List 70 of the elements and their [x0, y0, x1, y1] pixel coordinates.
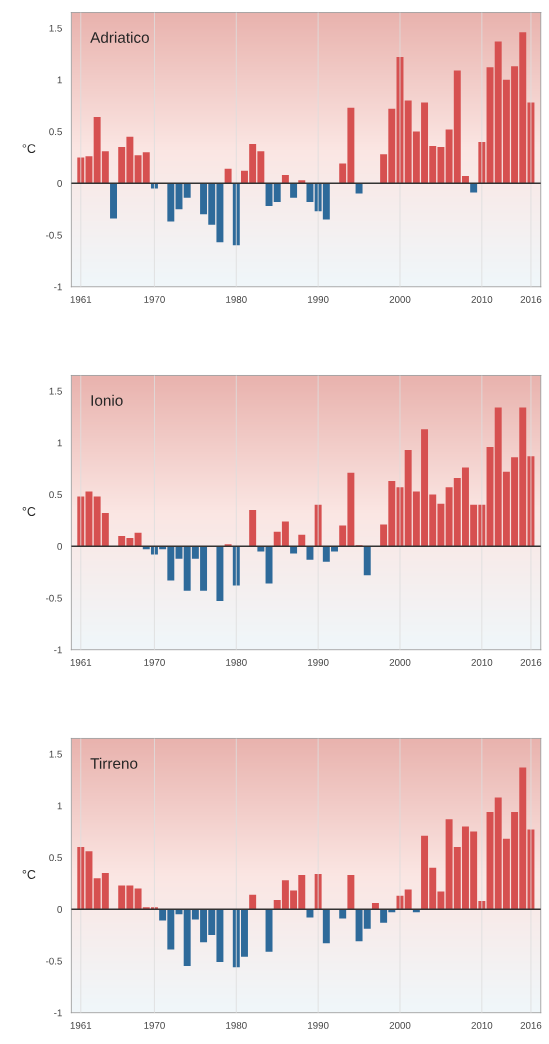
y-axis-title: °C: [22, 870, 36, 879]
y-tick-label: -0.5: [46, 231, 62, 239]
x-tick-label: 1961: [70, 659, 92, 666]
x-tick-label: 1980: [226, 659, 247, 666]
bar: [290, 183, 298, 198]
x-tick-label: 1970: [144, 296, 165, 303]
y-tick-label: 1: [57, 439, 62, 447]
bar: [347, 875, 355, 910]
y-tick-label: -1: [54, 646, 62, 654]
bar: [134, 532, 142, 547]
text: Tirreno: [90, 757, 138, 769]
y-tick-label: -1: [54, 1009, 62, 1017]
x-tick-label: 1970: [144, 1021, 165, 1029]
x-tick-label: 1980: [226, 296, 247, 303]
bar: [265, 546, 273, 584]
y-tick-label: -1: [54, 283, 62, 291]
x-tick-label: 1961: [70, 296, 92, 303]
x-tick-label: 2016: [520, 659, 542, 666]
y-tick-label: 1: [57, 76, 62, 84]
x-tick-label: 2000: [389, 296, 411, 303]
x-tick-label: 2010: [471, 1021, 493, 1029]
x-tick-label: 1990: [308, 296, 329, 303]
y-tick-label: 0: [57, 905, 62, 913]
y-tick-label: 1.5: [49, 387, 62, 395]
bar: [298, 180, 306, 184]
bar: [224, 168, 232, 184]
y-tick-label: 1.5: [49, 24, 62, 32]
y-tick-label: 1: [57, 802, 62, 810]
bar: [281, 174, 289, 184]
bar: [322, 909, 330, 944]
x-tick-label: 2010: [471, 296, 493, 303]
y-tick-label: 0.5: [49, 854, 62, 862]
bar: [404, 889, 412, 910]
x-tick-label: 1990: [308, 659, 329, 666]
bar: [265, 909, 273, 952]
y-tick-label: 0.5: [49, 491, 62, 499]
bar: [355, 183, 363, 194]
bar: [306, 183, 314, 202]
bar: [339, 909, 347, 919]
bar: [249, 510, 257, 547]
y-axis-title: °C: [22, 144, 36, 153]
bar: [249, 894, 257, 910]
bar: [167, 183, 175, 222]
x-tick-label: 1980: [226, 1021, 247, 1029]
x-tick-label: 1970: [144, 659, 165, 666]
y-tick-label: -0.5: [46, 957, 62, 965]
x-tick-label: 2016: [520, 1021, 542, 1029]
bar: [216, 546, 224, 602]
y-tick-label: 0.5: [49, 128, 62, 136]
x-tick-label: 2000: [389, 659, 411, 666]
x-tick-label: 1961: [70, 1021, 92, 1029]
y-tick-label: 1.5: [49, 750, 62, 758]
y-tick-label: -0.5: [46, 594, 62, 602]
text: Adriatico: [90, 31, 149, 43]
y-tick-label: 0: [57, 542, 62, 550]
y-tick-label: 0: [57, 180, 62, 187]
x-tick-label: 2000: [389, 1021, 411, 1029]
bar: [306, 546, 314, 560]
y-axis-title: °C: [22, 507, 36, 516]
x-tick-label: 1990: [308, 1021, 329, 1029]
text: Ionio: [91, 394, 123, 406]
bar: [183, 183, 191, 198]
bar: [224, 544, 232, 547]
bar: [363, 546, 371, 576]
x-tick-label: 2016: [520, 296, 542, 303]
bar: [470, 183, 478, 193]
bar: [298, 534, 306, 547]
x-tick-label: 2010: [471, 659, 493, 666]
bar: [371, 902, 379, 910]
bar: [110, 183, 117, 219]
